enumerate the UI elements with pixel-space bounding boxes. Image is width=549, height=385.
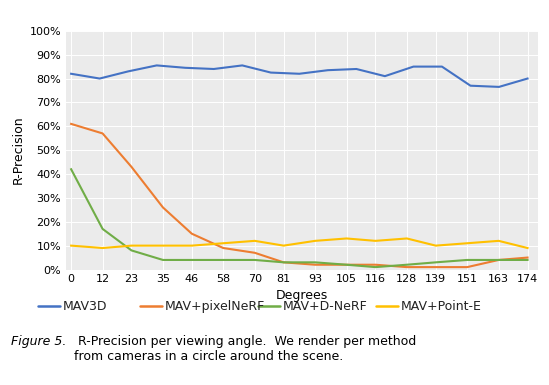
MAV+Point-E [188, 243, 195, 248]
MAV+pixelNeRF [160, 205, 166, 210]
Text: MAV+pixelNeRF: MAV+pixelNeRF [165, 300, 265, 313]
MAV+pixelNeRF [281, 260, 287, 264]
Text: R-Precision per viewing angle.  We render per method
from cameras in a circle ar: R-Precision per viewing angle. We render… [74, 335, 416, 363]
Line: MAV+Point-E: MAV+Point-E [71, 238, 528, 248]
MAV+Point-E [128, 243, 135, 248]
MAV+D-NeRF [404, 263, 410, 267]
MAV+D-NeRF [524, 258, 531, 262]
MAV3D [296, 72, 302, 76]
MAV+pixelNeRF [372, 263, 379, 267]
MAV+pixelNeRF [251, 251, 258, 255]
MAV3D [467, 84, 474, 88]
MAV+Point-E [495, 239, 502, 243]
MAV+pixelNeRF [404, 265, 410, 270]
MAV+D-NeRF [372, 265, 379, 270]
MAV+Point-E [343, 236, 350, 241]
MAV+Point-E [524, 246, 531, 250]
MAV+pixelNeRF [128, 164, 135, 169]
MAV+pixelNeRF [188, 231, 195, 236]
MAV3D [182, 65, 188, 70]
Text: MAV3D: MAV3D [63, 300, 108, 313]
MAV+Point-E [433, 243, 439, 248]
MAV3D [239, 63, 245, 68]
MAV+D-NeRF [220, 258, 227, 262]
MAV+Point-E [99, 246, 106, 250]
Line: MAV+D-NeRF: MAV+D-NeRF [71, 169, 528, 267]
MAV3D [267, 70, 274, 75]
MAV+Point-E [372, 239, 379, 243]
Line: MAV3D: MAV3D [71, 65, 528, 87]
MAV3D [68, 72, 75, 76]
MAV+Point-E [251, 239, 258, 243]
MAV+pixelNeRF [220, 246, 227, 250]
MAV+pixelNeRF [433, 265, 439, 270]
MAV+pixelNeRF [68, 122, 75, 126]
MAV+D-NeRF [251, 258, 258, 262]
MAV+D-NeRF [495, 258, 502, 262]
MAV+pixelNeRF [495, 258, 502, 262]
MAV3D [97, 76, 103, 81]
MAV+D-NeRF [188, 258, 195, 262]
MAV+pixelNeRF [99, 131, 106, 136]
MAV+pixelNeRF [464, 265, 470, 270]
MAV+D-NeRF [433, 260, 439, 264]
MAV+pixelNeRF [343, 263, 350, 267]
MAV+Point-E [312, 239, 318, 243]
MAV3D [125, 69, 131, 74]
Text: MAV+D-NeRF: MAV+D-NeRF [283, 300, 367, 313]
MAV+D-NeRF [68, 167, 75, 172]
MAV3D [410, 64, 417, 69]
MAV+D-NeRF [343, 263, 350, 267]
MAV+D-NeRF [281, 260, 287, 264]
MAV+Point-E [281, 243, 287, 248]
MAV3D [353, 67, 360, 71]
MAV3D [382, 74, 388, 79]
MAV+pixelNeRF [312, 263, 318, 267]
MAV3D [524, 76, 531, 81]
MAV+Point-E [220, 241, 227, 246]
MAV+D-NeRF [464, 258, 470, 262]
Line: MAV+pixelNeRF: MAV+pixelNeRF [71, 124, 528, 267]
X-axis label: Degrees: Degrees [276, 288, 328, 301]
Text: Figure 5.: Figure 5. [11, 335, 66, 348]
MAV3D [439, 64, 445, 69]
Y-axis label: R-Precision: R-Precision [12, 116, 25, 184]
MAV+Point-E [160, 243, 166, 248]
MAV+Point-E [404, 236, 410, 241]
MAV3D [496, 85, 502, 89]
MAV3D [324, 68, 331, 72]
MAV+pixelNeRF [524, 255, 531, 260]
MAV+Point-E [68, 243, 75, 248]
MAV+D-NeRF [128, 248, 135, 253]
MAV+D-NeRF [99, 227, 106, 231]
MAV+D-NeRF [160, 258, 166, 262]
MAV3D [153, 63, 160, 68]
Text: MAV+Point-E: MAV+Point-E [401, 300, 481, 313]
MAV+Point-E [464, 241, 470, 246]
MAV3D [210, 67, 217, 71]
MAV+D-NeRF [312, 260, 318, 264]
